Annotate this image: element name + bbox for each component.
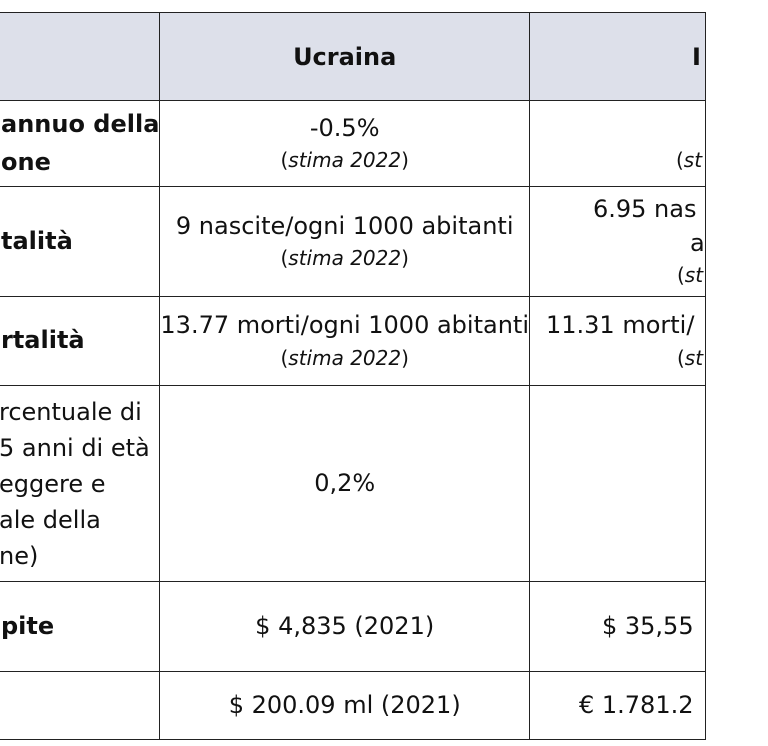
row-label — [0, 671, 161, 740]
header-cell-ucraina: Ucraina — [159, 12, 530, 101]
row-label: talità — [0, 186, 161, 297]
ucraina-cell: 9 nascite/ogni 1000 abitanti (stima 2022… — [159, 186, 530, 297]
header-cell-other: I — [528, 12, 706, 101]
table-row: talità 9 nascite/ogni 1000 abitanti (sti… — [0, 186, 706, 297]
ucraina-cell: $ 200.09 ml (2021) — [159, 671, 530, 740]
comparison-table: Ucraina I annuo della one -0.5% (stima 2… — [0, 12, 706, 740]
table-header-row: Ucraina I — [0, 12, 706, 101]
other-cell: 6.95 nas a (st — [528, 186, 706, 297]
header-cell-label — [0, 12, 161, 101]
table-row: rtalità 13.77 morti/ogni 1000 abitanti (… — [0, 296, 706, 386]
table-row: $ 200.09 ml (2021) € 1.781.2 — [0, 671, 706, 740]
row-label: rtalità — [0, 296, 161, 386]
other-cell: € 1.781.2 — [528, 671, 706, 740]
other-cell: 11.31 morti/ (st — [528, 296, 706, 386]
ucraina-cell: 13.77 morti/ogni 1000 abitanti (stima 20… — [159, 296, 530, 386]
table-row: annuo della one -0.5% (stima 2022) (st — [0, 100, 706, 187]
ucraina-cell: $ 4,835 (2021) — [159, 581, 530, 672]
table-row: pite $ 4,835 (2021) $ 35,55 — [0, 581, 706, 672]
row-label: rcentuale di 5 anni di età eggere e ale … — [0, 385, 161, 582]
other-cell: (st — [528, 100, 706, 187]
row-label: pite — [0, 581, 161, 672]
ucraina-cell: -0.5% (stima 2022) — [159, 100, 530, 187]
table-row: rcentuale di 5 anni di età eggere e ale … — [0, 385, 706, 582]
row-label: annuo della one — [0, 100, 161, 187]
ucraina-cell: 0,2% — [159, 385, 530, 582]
other-cell — [528, 385, 706, 582]
other-cell: $ 35,55 — [528, 581, 706, 672]
